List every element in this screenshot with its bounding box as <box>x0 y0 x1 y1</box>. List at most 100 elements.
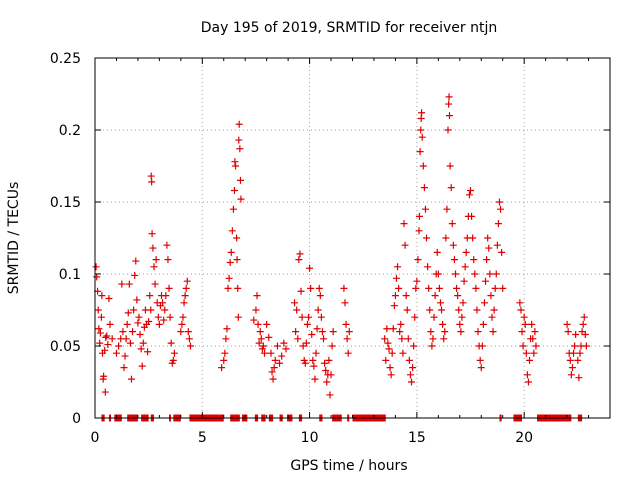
data-point <box>148 178 156 186</box>
data-point <box>137 345 145 353</box>
data-point <box>490 306 498 314</box>
data-point <box>403 306 411 314</box>
data-point <box>268 368 276 376</box>
data-point <box>523 371 531 379</box>
data-point <box>517 306 525 314</box>
x-tick-label: 10 <box>301 430 319 446</box>
x-tick-label: 15 <box>408 430 426 446</box>
data-point <box>95 325 103 333</box>
data-point <box>309 356 317 364</box>
data-point <box>492 270 500 278</box>
data-point <box>426 306 434 314</box>
data-point <box>155 320 163 328</box>
data-point <box>314 306 322 314</box>
y-tick-label: 0.1 <box>59 267 81 283</box>
data-point <box>564 328 572 336</box>
data-point <box>479 320 487 328</box>
data-point <box>328 342 336 350</box>
data-point <box>301 359 309 367</box>
data-point <box>161 306 169 314</box>
data-point <box>469 234 477 242</box>
data-point <box>442 234 450 242</box>
data-point <box>101 346 109 354</box>
data-point <box>516 299 524 307</box>
data-point <box>313 325 321 333</box>
data-point <box>327 371 335 379</box>
data-point <box>298 313 306 321</box>
data-point <box>484 234 492 242</box>
data-point <box>136 330 144 338</box>
data-point <box>454 292 462 300</box>
data-point <box>132 257 140 265</box>
data-point <box>400 220 408 228</box>
data-point <box>325 356 333 364</box>
data-point <box>167 339 175 347</box>
data-point <box>228 227 236 235</box>
data-point <box>295 256 303 264</box>
data-point <box>486 270 494 278</box>
data-point <box>495 198 503 206</box>
data-point <box>147 306 155 314</box>
data-point <box>148 230 156 238</box>
data-point <box>307 284 315 292</box>
data-point <box>391 292 399 300</box>
data-point <box>282 345 290 353</box>
data-point <box>384 339 392 347</box>
data-point <box>444 126 452 134</box>
data-point <box>498 248 506 256</box>
data-point <box>160 316 168 324</box>
data-point <box>518 328 526 336</box>
data-point <box>315 284 323 292</box>
data-point <box>138 362 146 370</box>
data-point <box>96 339 104 347</box>
data-point <box>98 292 106 300</box>
data-point <box>418 109 426 117</box>
data-point <box>574 356 582 364</box>
data-point <box>482 277 490 285</box>
y-tick-label: 0 <box>72 411 81 427</box>
data-point <box>229 205 237 213</box>
data-point <box>321 359 329 367</box>
data-points-layer <box>92 93 590 399</box>
data-point <box>149 244 157 252</box>
data-point <box>416 148 424 156</box>
data-point <box>521 320 529 328</box>
data-point <box>105 294 113 302</box>
data-point <box>271 356 279 364</box>
data-point <box>520 313 528 321</box>
data-point <box>434 270 442 278</box>
data-point <box>398 335 406 343</box>
data-point <box>255 339 263 347</box>
data-point <box>123 320 131 328</box>
data-point <box>532 342 540 350</box>
data-point <box>129 328 137 336</box>
data-point <box>263 320 271 328</box>
data-point <box>388 349 396 357</box>
data-point <box>397 320 405 328</box>
data-point <box>135 313 143 321</box>
data-point <box>101 388 109 396</box>
data-point <box>421 205 429 213</box>
data-point <box>329 328 337 336</box>
data-point <box>474 328 482 336</box>
data-point <box>177 328 185 336</box>
data-point <box>382 356 390 364</box>
data-point <box>417 126 425 134</box>
data-point <box>424 263 432 271</box>
x-tick-label: 5 <box>198 430 207 446</box>
data-point <box>478 342 486 350</box>
data-point <box>419 162 427 170</box>
data-point <box>522 349 530 357</box>
data-point <box>452 270 459 278</box>
data-point <box>112 349 120 357</box>
data-point <box>310 362 318 370</box>
data-point <box>450 256 458 264</box>
axis-ticks <box>94 57 611 419</box>
data-point <box>145 318 153 326</box>
data-point <box>296 250 304 258</box>
data-point <box>446 162 454 170</box>
data-point <box>297 287 305 295</box>
data-point <box>445 100 453 108</box>
data-point <box>568 364 576 372</box>
data-point <box>139 339 147 347</box>
